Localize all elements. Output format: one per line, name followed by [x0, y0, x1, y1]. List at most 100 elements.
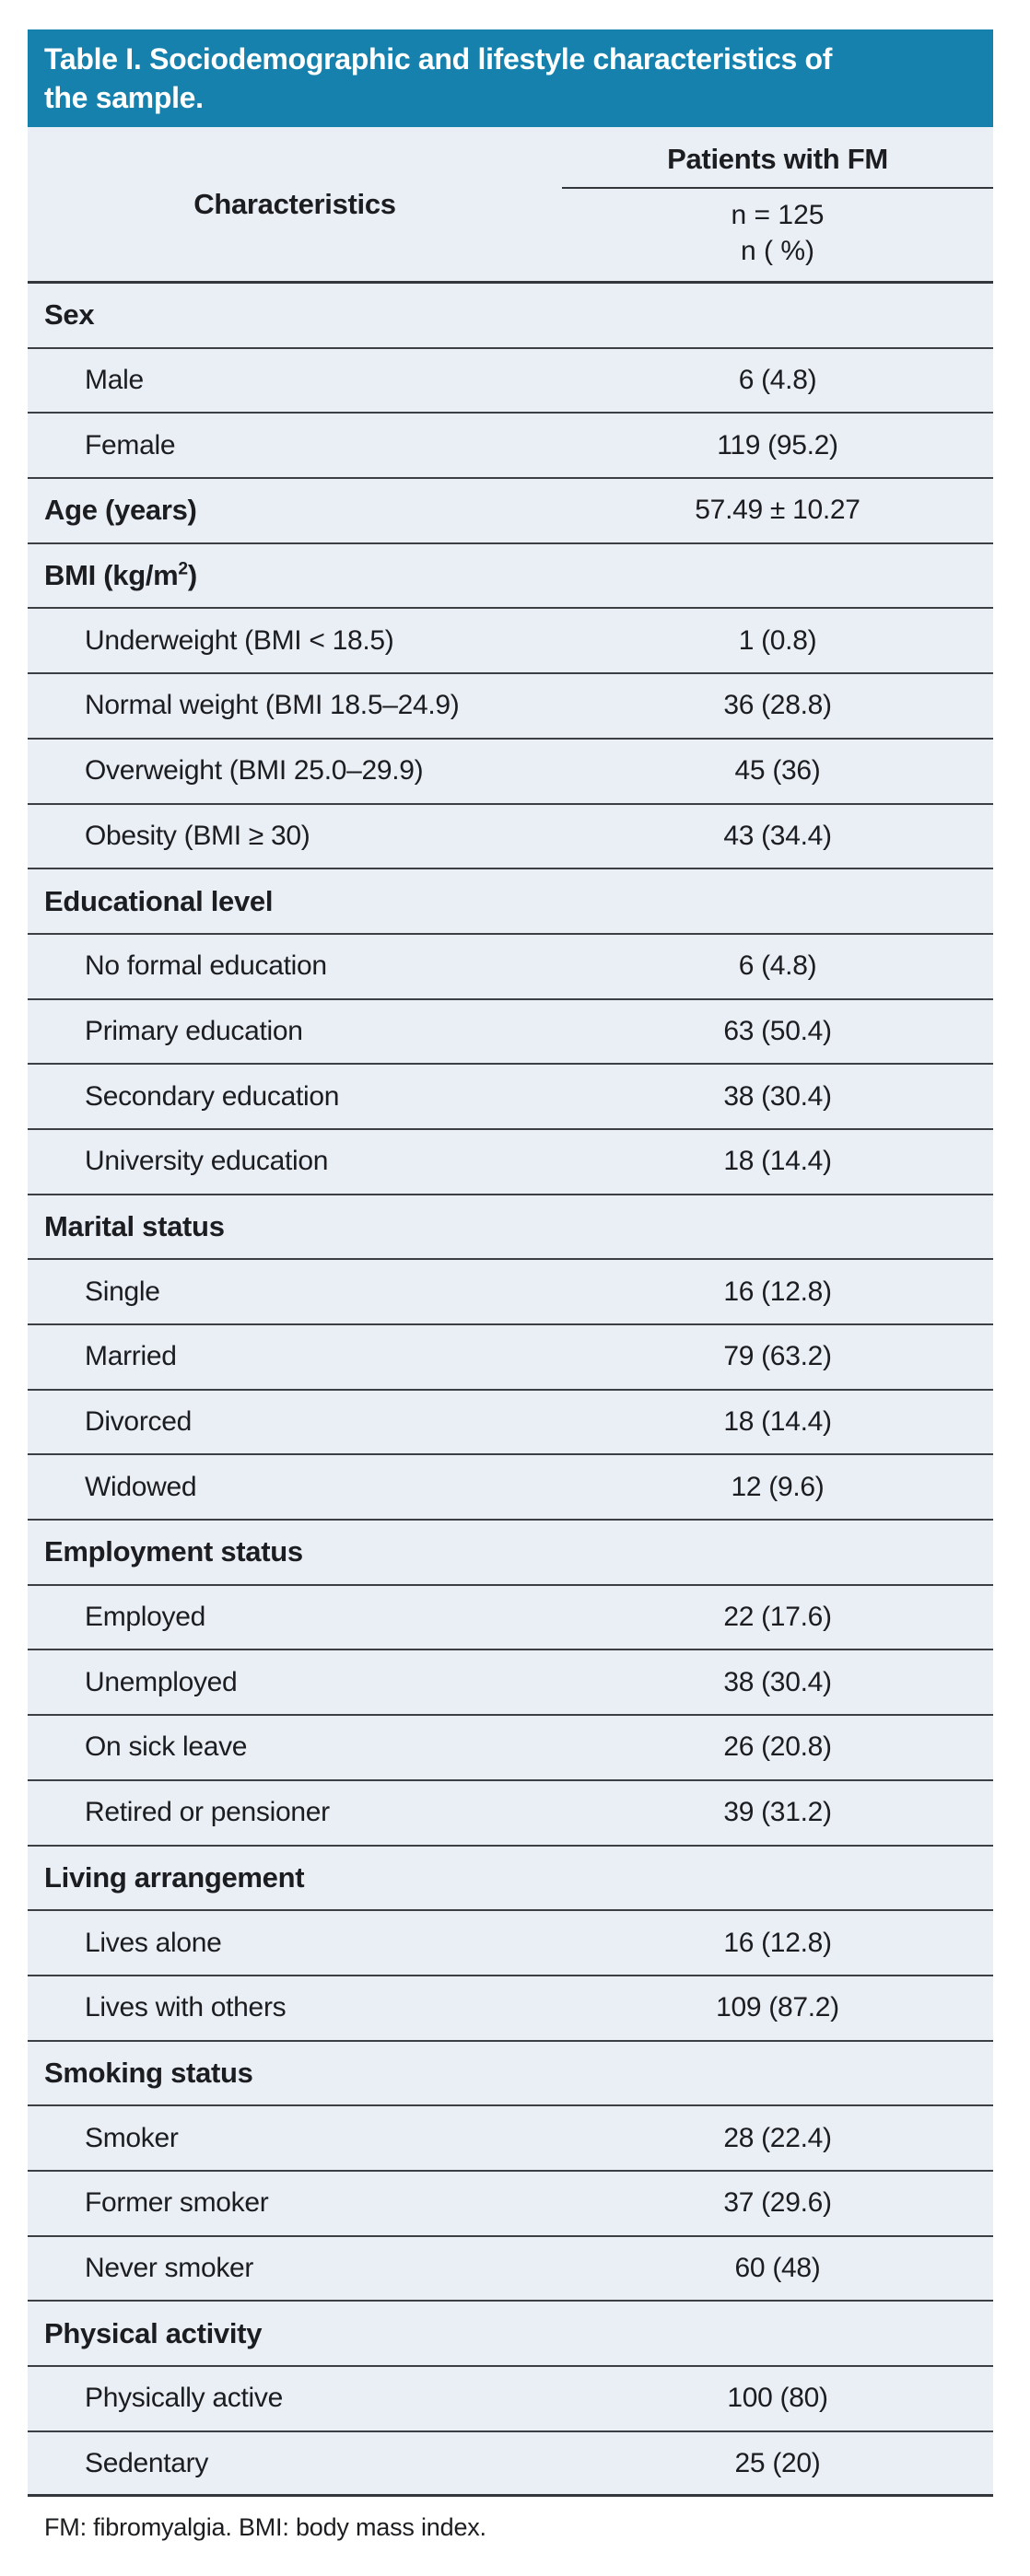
row-value: 45 (36) [734, 755, 821, 787]
row-value: 39 (31.2) [723, 1797, 832, 1828]
table-title-bar: Table I. Sociodemographic and lifestyle … [28, 29, 993, 127]
table-row: Single 16 (12.8) [28, 1260, 993, 1325]
row-label: Sedentary [85, 2447, 209, 2478]
row-label: Physically active [85, 2383, 283, 2414]
table-row: Former smoker 37 (29.6) [28, 2171, 993, 2237]
table-row: Obesity (BMI ≥ 30) 43 (34.4) [28, 804, 993, 870]
row-label: Smoker [85, 2122, 179, 2153]
table-footnote: FM: fibromyalgia. BMI: body mass index. [44, 2513, 486, 2542]
row-label: Lives with others [85, 1992, 287, 2023]
row-label: Marital status [44, 1209, 225, 1242]
row-value: 63 (50.4) [723, 1015, 832, 1046]
row-value: 36 (28.8) [723, 690, 832, 721]
row-value: 26 (20.8) [723, 1731, 832, 1763]
table-row: Female 119 (95.2) [28, 414, 993, 480]
row-label: Single [85, 1276, 160, 1307]
table-rows: Sex Male 6 (4.8) Female 119 (95.2) Age (… [28, 284, 993, 2498]
row-value: 38 (30.4) [723, 1080, 832, 1112]
table-title-line-2: the sample. [44, 81, 204, 114]
row-label: Male [85, 365, 144, 396]
row-value: 43 (34.4) [723, 820, 832, 851]
row-label: Widowed [85, 1471, 197, 1502]
row-label: Unemployed [85, 1666, 238, 1697]
row-label: Female [85, 429, 176, 460]
row-value: 1 (0.8) [738, 624, 817, 656]
row-label: Physical activity [44, 2316, 263, 2349]
row-label: Overweight (BMI 25.0–29.9) [85, 755, 424, 787]
table-row: Secondary education 38 (30.4) [28, 1065, 993, 1130]
table-row: Lives alone 16 (12.8) [28, 1911, 993, 1976]
table-row: Marital status [28, 1195, 993, 1261]
table-row: On sick leave 26 (20.8) [28, 1716, 993, 1781]
n-percent-label: n ( %) [740, 236, 814, 266]
table-row: Lives with others 109 (87.2) [28, 1976, 993, 2042]
row-label: Divorced [85, 1406, 192, 1438]
characteristics-header: Characteristics [193, 187, 396, 220]
row-label: On sick leave [85, 1731, 248, 1763]
table-row: Retired or pensioner 39 (31.2) [28, 1780, 993, 1847]
table-row: Educational level [28, 869, 993, 935]
row-label: BMI (kg/m2) [44, 559, 197, 592]
table: Table I. Sociodemographic and lifestyle … [28, 29, 993, 2542]
row-value: 38 (30.4) [723, 1666, 832, 1697]
table-row: Divorced 18 (14.4) [28, 1390, 993, 1456]
row-label: Educational level [44, 884, 274, 917]
row-value: 119 (95.2) [717, 429, 838, 460]
row-value: 57.49 ± 10.27 [695, 495, 860, 526]
superscript-2: 2 [178, 559, 188, 579]
table-header-row: Characteristics Patients with FM n = 125… [28, 127, 993, 284]
row-value: 37 (29.6) [723, 2187, 832, 2219]
row-label: Former smoker [85, 2187, 269, 2219]
row-value: 18 (14.4) [723, 1406, 832, 1438]
row-label: Smoking status [44, 2056, 253, 2089]
row-label: Employed [85, 1602, 206, 1633]
row-label: Employment status [44, 1535, 303, 1568]
row-label: Normal weight (BMI 18.5–24.9) [85, 690, 460, 721]
table-row: Age (years) 57.49 ± 10.27 [28, 479, 993, 544]
row-value: 16 (12.8) [723, 1276, 832, 1307]
row-value: 16 (12.8) [723, 1927, 832, 1958]
sample-size-label: n = 125 [731, 200, 825, 230]
row-value: 79 (63.2) [723, 1341, 832, 1372]
row-value: 6 (4.8) [738, 950, 817, 982]
row-value: 12 (9.6) [731, 1471, 825, 1502]
row-label: Primary education [85, 1015, 303, 1046]
row-value: 28 (22.4) [723, 2122, 832, 2153]
row-label: Sex [44, 298, 95, 332]
row-value: 22 (17.6) [723, 1602, 832, 1633]
patients-with-fm-header: Patients with FM [667, 143, 888, 175]
row-label: University education [85, 1146, 329, 1177]
table-row: Male 6 (4.8) [28, 348, 993, 414]
row-label: Underweight (BMI < 18.5) [85, 624, 394, 656]
table-row: Widowed 12 (9.6) [28, 1455, 993, 1521]
row-label: Never smoker [85, 2252, 254, 2283]
table-row: Physically active 100 (80) [28, 2367, 993, 2432]
row-label: No formal education [85, 950, 327, 982]
table-row: Sedentary 25 (20) [28, 2431, 993, 2498]
table-row: Unemployed 38 (30.4) [28, 1650, 993, 1717]
table-row: Employed 22 (17.6) [28, 1585, 993, 1651]
table-title-line-1: Table I. Sociodemographic and lifestyle … [44, 42, 833, 76]
table-row: Smoking status [28, 2041, 993, 2107]
table-row: Never smoker 60 (48) [28, 2236, 993, 2302]
table-row: Primary education 63 (50.4) [28, 999, 993, 1066]
table-row: BMI (kg/m2) [28, 543, 993, 610]
row-value: 6 (4.8) [738, 365, 817, 396]
row-label: Retired or pensioner [85, 1797, 330, 1828]
table-row: Physical activity [28, 2302, 993, 2367]
header-divider [562, 187, 993, 189]
row-label: Married [85, 1341, 177, 1372]
row-value: 109 (87.2) [716, 1992, 839, 2023]
table-row: Underweight (BMI < 18.5) 1 (0.8) [28, 609, 993, 675]
row-label: Lives alone [85, 1927, 222, 1958]
table-row: Living arrangement [28, 1846, 993, 1912]
row-value: 25 (20) [734, 2447, 821, 2478]
table-row: Smoker 28 (22.4) [28, 2106, 993, 2172]
row-value: 100 (80) [727, 2383, 828, 2414]
table-row: Normal weight (BMI 18.5–24.9) 36 (28.8) [28, 674, 993, 740]
row-label: Obesity (BMI ≥ 30) [85, 820, 310, 851]
patients-column-header: Patients with FM n = 125 n ( %) [562, 127, 993, 281]
table-row: Employment status [28, 1521, 993, 1586]
row-label: Age (years) [44, 494, 197, 527]
table-row: No formal education 6 (4.8) [28, 934, 993, 1000]
